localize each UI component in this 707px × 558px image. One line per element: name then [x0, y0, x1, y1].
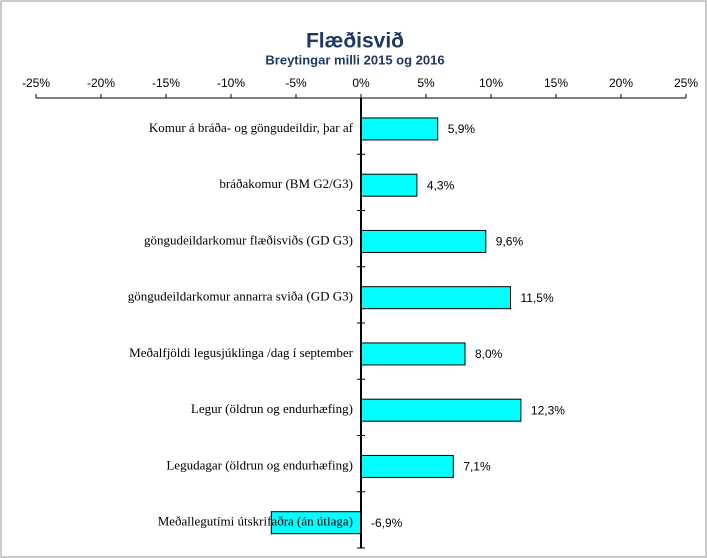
- category-label: Legur (öldrun og endurhæfing): [191, 401, 353, 416]
- chart-title: Flæðisvið: [306, 30, 404, 53]
- bar: [360, 286, 511, 310]
- value-label: -6,9%: [371, 516, 403, 530]
- category-label: göngudeildarkomur flæðisviðs (GD G3): [144, 232, 353, 247]
- value-label: 8,0%: [475, 347, 503, 361]
- bar: [360, 454, 454, 478]
- x-tick-label: 25%: [674, 76, 698, 90]
- bar: [360, 398, 522, 422]
- bar: [360, 173, 418, 197]
- x-tick-label: 20%: [609, 76, 633, 90]
- bar: [360, 117, 439, 141]
- x-tick-label: -15%: [152, 76, 180, 90]
- value-label: 12,3%: [531, 403, 565, 417]
- category-label: Meðallegutími útskrifaðra (án útlaga): [158, 514, 353, 529]
- x-tick-label: -10%: [217, 76, 245, 90]
- x-tick-label: 0%: [352, 76, 370, 90]
- value-label: 7,1%: [463, 460, 491, 474]
- x-tick-label: -5%: [285, 76, 307, 90]
- x-tick-label: 10%: [479, 76, 503, 90]
- chart-subtitle: Breytingar milli 2015 og 2016: [265, 52, 444, 67]
- value-label: 9,6%: [496, 235, 524, 249]
- value-label: 5,9%: [448, 122, 476, 136]
- category-label: göngudeildarkomur annarra sviða (GD G3): [128, 289, 353, 304]
- category-label: Komur á bráða- og göngudeildir, þar af: [149, 120, 354, 135]
- category-label: bráðakomur (BM G2/G3): [219, 176, 353, 191]
- x-tick-label: -20%: [87, 76, 115, 90]
- bar: [360, 229, 487, 253]
- value-label: 4,3%: [427, 178, 455, 192]
- bar: [360, 342, 466, 366]
- category-label: Legudagar (öldrun og endurhæfing): [166, 457, 353, 472]
- x-tick-label: 15%: [544, 76, 568, 90]
- x-tick-label: -25%: [22, 76, 50, 90]
- x-tick-label: 5%: [417, 76, 435, 90]
- value-label: 11,5%: [521, 291, 554, 305]
- category-label: Meðalfjöldi legusjúklinga /dag í septemb…: [129, 345, 354, 360]
